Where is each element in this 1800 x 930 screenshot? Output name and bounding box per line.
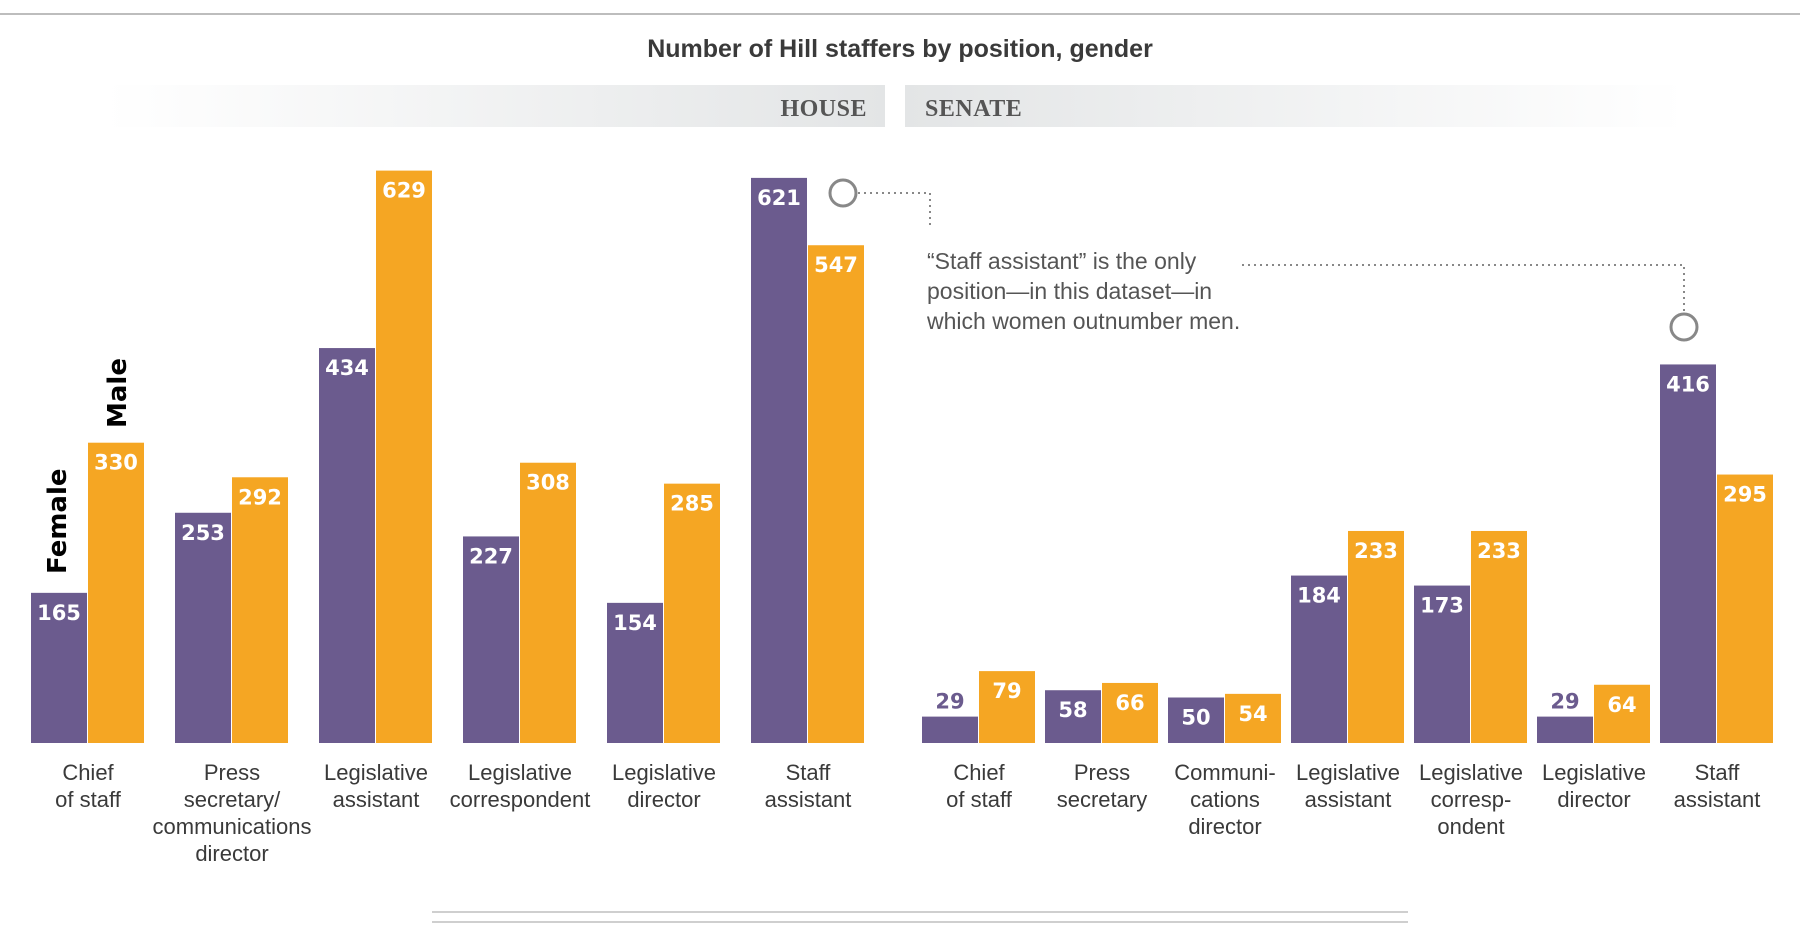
house-value-female-5: 154 [613,611,657,635]
house-bar-male-5 [664,483,720,743]
house-value-female-4: 227 [469,544,513,568]
annotation-leader-senate [1242,264,1685,312]
house-bar-female-5 [607,602,663,743]
annotation: “Staff assistant” is the only position—i… [828,178,1699,342]
annotation-line-2: position—in this dataset—in [927,278,1212,304]
senate-bar-female-3 [1168,697,1224,743]
annotation-line-1: “Staff assistant” is the only [927,248,1197,274]
senate-category-label-1: Chief of staff [946,760,1013,812]
house-bar-male-6 [808,245,864,744]
house-value-male-6: 547 [814,253,858,277]
house-bar-male-1 [88,442,144,743]
house-value-male-1: 330 [94,451,138,475]
senate-value-male-3: 54 [1238,702,1267,726]
senate-value-male-6: 64 [1607,693,1636,717]
house-value-male-3: 629 [382,179,426,203]
house-value-female-6: 621 [757,186,801,210]
senate-category-label-3: Communi-cations director [1174,760,1275,839]
house-bar-female-3 [319,348,375,743]
house-value-male-5: 285 [670,492,714,516]
senate-value-female-6: 29 [1550,690,1579,714]
senate-value-male-5: 233 [1477,539,1521,563]
annotation-leader-house [858,192,931,228]
senate-value-male-1: 79 [992,679,1021,703]
senate-bar-male-2 [1102,682,1158,743]
senate-bar-female-7 [1660,364,1716,743]
legend-female: Female [43,468,73,574]
house-category-label-6: Staff assistant [765,760,852,812]
house-category-label-4: Legislative correspondent [450,760,591,812]
senate-value-female-2: 58 [1058,698,1087,722]
senate-bar-male-4 [1348,530,1404,743]
senate-bar-female-4 [1291,575,1347,743]
chart-title: Number of Hill staffers by position, gen… [647,35,1153,63]
house-bar-female-6 [751,177,807,743]
senate-bar-female-5 [1414,585,1470,743]
senate-category-label-6: Legislative director [1542,760,1646,812]
senate-bar-female-2 [1045,690,1101,743]
senate-value-male-7: 295 [1723,483,1767,507]
annotation-line-3: which women outnumber men. [926,308,1240,334]
house-category-label-5: Legislative director [612,760,716,812]
senate-value-female-5: 173 [1420,594,1464,618]
senate-value-female-4: 184 [1297,584,1341,608]
annotation-marker-house [828,178,858,208]
senate-category-label-7: Staff assistant [1674,760,1761,812]
house-value-female-2: 253 [181,521,225,545]
senate-bar-male-6 [1594,684,1650,743]
senate-value-female-3: 50 [1181,706,1210,730]
senate-value-female-7: 416 [1666,372,1710,396]
house-band [105,85,885,127]
senate-value-male-2: 66 [1115,691,1144,715]
house-bars: 165 330 Chief of staff 253 292 Press secretary/… [31,170,864,866]
house-value-female-3: 434 [325,356,369,380]
house-bar-female-1 [31,592,87,743]
senate-band [905,85,1685,127]
senate-bar-male-7 [1717,474,1773,743]
senate-category-label-4: Legislative assistant [1296,760,1400,812]
senate-value-male-4: 233 [1354,539,1398,563]
senate-value-female-1: 29 [935,690,964,714]
house-bar-female-4 [463,536,519,743]
house-category-label-1: Chief of staff [55,760,122,812]
house-category-label-3: Legislative assistant [324,760,428,812]
house-bar-male-3 [376,170,432,744]
house-value-male-2: 292 [238,485,282,509]
house-value-female-1: 165 [37,601,81,625]
legend-male: Male [103,358,133,428]
senate-bar-male-3 [1225,693,1281,743]
house-label: HOUSE [780,96,867,122]
senate-bars: 29 79 Chief of staff 58 66 Press secretary 50 54 C… [922,364,1773,839]
senate-bar-female-6 [1537,716,1593,743]
house-category-label-2: Press secretary/communications director [153,760,312,866]
senate-bar-female-1 [922,716,978,743]
house-bar-male-2 [232,477,288,743]
senate-bar-male-5 [1471,530,1527,743]
senate-category-label-5: Legislative corresp-ondent [1419,760,1523,839]
house-bar-male-4 [520,462,576,743]
senate-bar-male-1 [979,671,1035,743]
senate-label: SENATE [925,96,1022,122]
house-value-male-4: 308 [526,471,570,495]
annotation-marker-senate [1669,312,1699,342]
senate-category-label-2: Press secretary [1057,760,1147,812]
house-bar-female-2 [175,512,231,743]
